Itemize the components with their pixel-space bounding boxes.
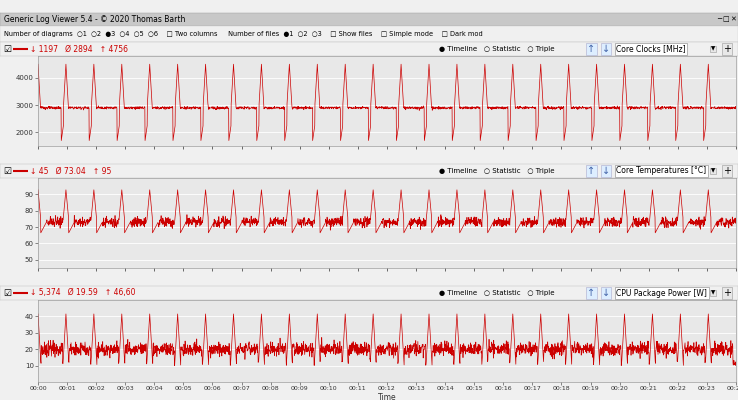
Text: ✕: ✕ [730, 16, 736, 22]
Text: ▼: ▼ [711, 46, 715, 52]
Text: ↑: ↑ [587, 166, 596, 176]
Text: ↓ 45   Ø 73.04   ↑ 95: ↓ 45 Ø 73.04 ↑ 95 [30, 166, 111, 176]
Text: +: + [723, 166, 731, 176]
Text: Core Clocks [MHz]: Core Clocks [MHz] [616, 44, 686, 54]
Text: ● Timeline   ○ Statistic   ○ Triple: ● Timeline ○ Statistic ○ Triple [439, 290, 555, 296]
Text: ─: ─ [717, 16, 721, 22]
X-axis label: Time: Time [378, 392, 396, 400]
Text: Generic Log Viewer 5.4 - © 2020 Thomas Barth: Generic Log Viewer 5.4 - © 2020 Thomas B… [4, 15, 185, 24]
Text: ● Timeline   ○ Statistic   ○ Triple: ● Timeline ○ Statistic ○ Triple [439, 46, 555, 52]
Text: ↓: ↓ [602, 44, 610, 54]
Text: ↓ 5,374   Ø 19.59   ↑ 46,60: ↓ 5,374 Ø 19.59 ↑ 46,60 [30, 288, 135, 298]
Text: ☑: ☑ [3, 166, 11, 176]
Text: ↑: ↑ [587, 288, 596, 298]
Text: ▼: ▼ [711, 168, 715, 174]
Text: ☑: ☑ [3, 44, 11, 54]
Text: +: + [723, 44, 731, 54]
Text: ☑: ☑ [3, 288, 11, 298]
Text: +: + [723, 288, 731, 298]
Text: Core Temperatures [°C]: Core Temperatures [°C] [616, 166, 706, 176]
Text: Number of diagrams  ○1  ○2  ●3  ○4  ○5  ○6    □ Two columns     Number of files : Number of diagrams ○1 ○2 ●3 ○4 ○5 ○6 □ T… [4, 31, 483, 37]
Text: ↑: ↑ [587, 44, 596, 54]
Text: ▼: ▼ [711, 290, 715, 296]
Text: CPU Package Power [W]: CPU Package Power [W] [616, 288, 707, 298]
Text: ↓ 1197   Ø 2894   ↑ 4756: ↓ 1197 Ø 2894 ↑ 4756 [30, 44, 128, 54]
Text: ● Timeline   ○ Statistic   ○ Triple: ● Timeline ○ Statistic ○ Triple [439, 168, 555, 174]
Text: ↓: ↓ [602, 166, 610, 176]
Text: ↓: ↓ [602, 288, 610, 298]
Text: □: □ [723, 16, 728, 22]
